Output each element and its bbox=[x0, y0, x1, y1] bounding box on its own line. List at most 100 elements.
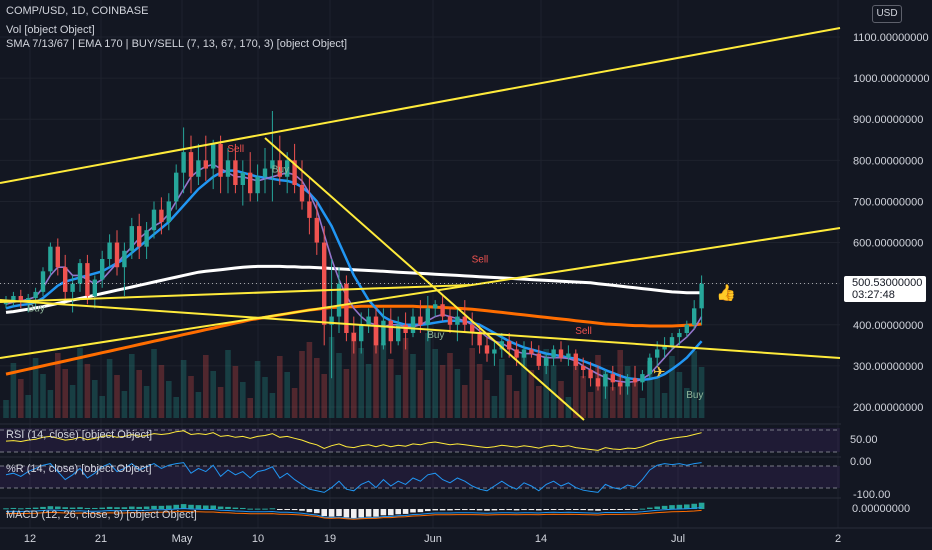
volume-bar bbox=[195, 392, 202, 418]
candle-body bbox=[603, 374, 608, 387]
volume-bar bbox=[99, 396, 105, 418]
macd-histogram-bar bbox=[195, 505, 202, 509]
volume-bar bbox=[269, 393, 276, 418]
macd-legend[interactable]: MACD (12, 26, close, 9) [object Object] bbox=[6, 509, 197, 521]
time-tick-label: 12 bbox=[24, 533, 36, 545]
time-axis-bg bbox=[0, 528, 932, 550]
trendline bbox=[0, 299, 841, 359]
candle-body bbox=[381, 320, 386, 346]
candle-body bbox=[447, 316, 453, 325]
candle-body bbox=[233, 160, 238, 185]
volume-legend[interactable]: Vol [object Object] bbox=[6, 24, 95, 36]
macd-histogram-bar bbox=[528, 509, 535, 511]
macd-histogram-bar bbox=[432, 509, 438, 511]
macd-histogram-bar bbox=[254, 508, 261, 510]
candle-body bbox=[507, 341, 512, 350]
volume-bar bbox=[358, 348, 364, 418]
volume-bar bbox=[432, 349, 438, 418]
price-axis-bg bbox=[841, 0, 932, 528]
volume-bar bbox=[410, 354, 416, 418]
last-price-value: 500.53000000 bbox=[852, 277, 923, 289]
macd-histogram-bar bbox=[240, 507, 246, 509]
volume-bar bbox=[277, 356, 283, 418]
macd-histogram-bar bbox=[587, 509, 594, 511]
candle-body bbox=[366, 316, 371, 325]
candle-body bbox=[151, 209, 157, 231]
volume-bar bbox=[151, 349, 157, 418]
time-axis[interactable]: 12 21 May 10 19 Jun 14 Jul 2 bbox=[0, 527, 932, 550]
price-axis[interactable]: 1100.00000000 1000.00000000 900.00000000 80… bbox=[841, 0, 932, 528]
wr-line bbox=[5, 462, 702, 493]
volume-bar bbox=[439, 365, 446, 418]
macd-histogram-bar bbox=[143, 506, 150, 509]
time-tick-label: 21 bbox=[95, 533, 107, 545]
candle-body bbox=[625, 378, 630, 387]
volume-bar bbox=[69, 385, 76, 418]
price-tick-label: 400.00000000 bbox=[853, 320, 923, 332]
macd-histogram-bar bbox=[647, 507, 653, 509]
macd-histogram-bar bbox=[69, 507, 76, 509]
macd-histogram-bar bbox=[151, 505, 157, 509]
candle-body bbox=[55, 246, 60, 268]
macd-histogram-bar bbox=[336, 509, 342, 516]
volume-bar bbox=[180, 360, 187, 418]
macd-histogram-bar bbox=[343, 509, 350, 518]
macd-histogram-bar bbox=[388, 509, 394, 516]
macd-histogram-bar bbox=[417, 509, 424, 513]
candle-body bbox=[618, 382, 623, 387]
macd-histogram-bar bbox=[10, 507, 17, 509]
wr-legend[interactable]: %R (14, close) [object Object] bbox=[6, 463, 152, 475]
candle-body bbox=[48, 246, 53, 272]
countdown-timer: 03:27:48 bbox=[852, 289, 895, 301]
volume-bar bbox=[129, 354, 135, 418]
price-tick-label: 700.00000000 bbox=[853, 196, 923, 208]
macd-histogram-bar bbox=[106, 506, 113, 509]
time-tick-label: 14 bbox=[535, 533, 547, 545]
candle-body bbox=[292, 160, 297, 185]
candle-body bbox=[144, 230, 149, 247]
buy-signal-label: Buy bbox=[272, 165, 289, 176]
volume-bar bbox=[454, 369, 461, 418]
candle-body bbox=[462, 316, 467, 325]
volume-bar bbox=[336, 353, 342, 418]
candle-body bbox=[558, 349, 564, 358]
macd-histogram-bar bbox=[55, 506, 61, 509]
candle-body bbox=[351, 333, 356, 342]
candle-body bbox=[70, 283, 75, 292]
rsi-legend[interactable]: RSI (14, close) [object Object] bbox=[6, 429, 153, 441]
candle-body bbox=[373, 316, 379, 346]
volume-bar bbox=[143, 386, 150, 418]
volume-bar bbox=[402, 338, 409, 418]
price-tick-label: 300.00000000 bbox=[853, 361, 923, 373]
volume-bar bbox=[114, 375, 120, 418]
candle-body bbox=[285, 160, 290, 177]
volume-bar bbox=[447, 353, 453, 418]
candle-body bbox=[595, 378, 601, 387]
macd-histogram-bar bbox=[262, 508, 268, 510]
airplane-icon: ✈ bbox=[653, 363, 666, 381]
ma-legend[interactable]: SMA 7/13/67 | EMA 170 | BUY/SELL (7, 13,… bbox=[6, 38, 347, 50]
signal-annotations: Buy Sell Buy Buy Sell Sell Buy bbox=[28, 144, 704, 401]
buy-signal-label: Buy bbox=[28, 304, 45, 315]
macd-histogram-bar bbox=[602, 509, 609, 510]
volume-bar bbox=[121, 391, 128, 418]
symbol-title[interactable]: COMP/USD, 1D, COINBASE bbox=[6, 5, 149, 17]
macd-histogram-bar bbox=[410, 509, 416, 513]
macd-histogram-bar bbox=[203, 505, 209, 509]
macd-histogram-bar bbox=[573, 509, 579, 510]
macd-histogram-bar bbox=[506, 509, 512, 511]
candle-body bbox=[536, 353, 541, 366]
trendlines[interactable] bbox=[0, 27, 841, 421]
volume-bar bbox=[513, 391, 520, 418]
candle-body bbox=[40, 271, 46, 292]
volume-bar bbox=[639, 398, 646, 418]
macd-histogram-bar bbox=[77, 507, 83, 509]
candle-body bbox=[640, 374, 645, 383]
volume-bar bbox=[166, 381, 172, 418]
currency-button[interactable]: USD bbox=[872, 5, 902, 23]
candle-body bbox=[203, 160, 208, 169]
volume-bar bbox=[610, 387, 616, 418]
candle-body bbox=[248, 172, 253, 194]
macd-histogram-bar bbox=[40, 506, 46, 509]
volume-bar bbox=[669, 356, 675, 418]
